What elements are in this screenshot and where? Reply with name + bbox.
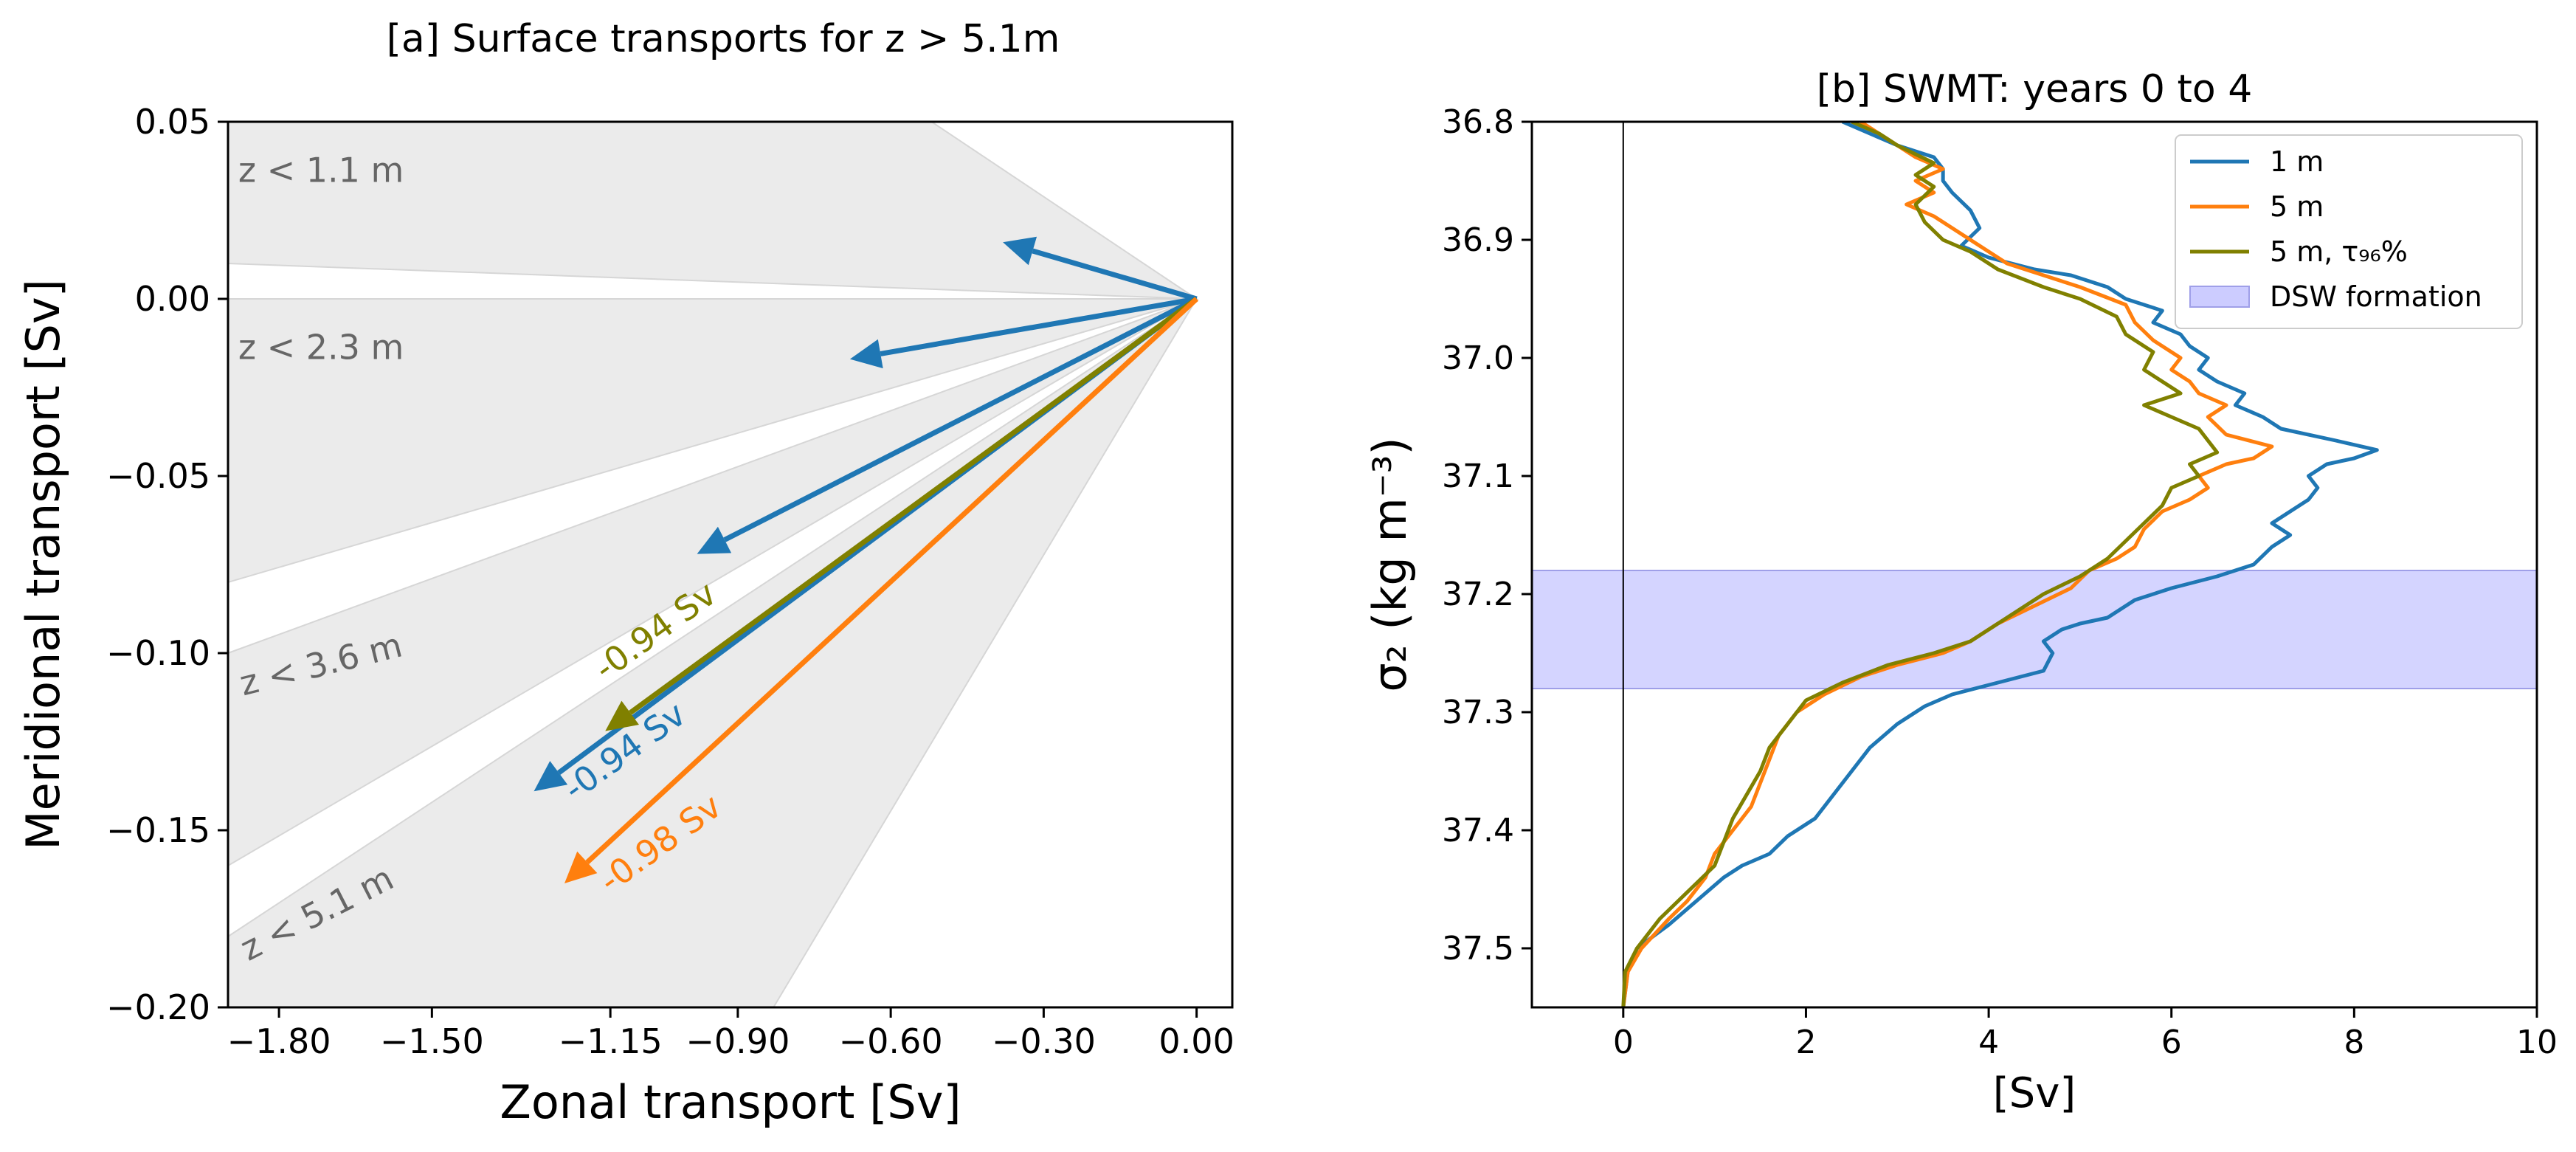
legend-item: 5 m (2190, 190, 2324, 223)
legend-item: DSW formation (2189, 280, 2482, 313)
series-line (1621, 122, 2220, 1007)
y-tick-label: 0.05 (135, 102, 210, 142)
y-tick-label: 36.8 (1442, 103, 1514, 141)
x-tick-label: 4 (1978, 1024, 1999, 1061)
depth-wedge-label: z < 2.3 m (238, 328, 404, 368)
panel-b-x-ticks: 0 2 4 6 8 10 (1613, 1007, 2558, 1061)
y-tick-label: 37.4 (1442, 812, 1514, 849)
arrow-head (1003, 236, 1037, 266)
y-tick-label: 0.00 (135, 279, 210, 319)
depth-wedge-label: z < 1.1 m (238, 151, 404, 190)
panel-b-frame (1530, 120, 2538, 1009)
panel-a-x-axis-label: Zonal transport [Sv] (500, 1075, 961, 1129)
arrow-shaft (1032, 248, 1198, 302)
x-tick-label: 10 (2516, 1024, 2558, 1061)
depth-wedge (228, 122, 1200, 300)
panel-a-y-axis-label: Meridional transport [Sv] (16, 279, 70, 850)
y-tick-label: 37.5 (1442, 930, 1514, 968)
depth-wedge (228, 298, 1197, 584)
x-tick-label: −1.15 (559, 1021, 663, 1061)
panel-a-y-ticks: 0.05 0.00 −0.05 −0.10 −0.15 −0.20 (106, 102, 228, 1027)
panel-b-plot-area (1532, 122, 2537, 1007)
y-tick-label: −0.05 (106, 456, 210, 496)
x-tick-label: −1.80 (227, 1021, 331, 1061)
transport-arrow (1003, 236, 1198, 302)
series-line (1621, 122, 2274, 1007)
panel-a: [a] Surface transports for z > 5.1m -0.9… (16, 17, 1235, 1129)
arrow-head (605, 700, 639, 731)
x-tick-label: 2 (1795, 1024, 1816, 1061)
arrow-shaft (723, 296, 1198, 542)
x-tick-label: −0.30 (992, 1021, 1096, 1061)
panel-b-y-ticks: 36.8 36.9 37.0 37.1 37.2 37.3 37.4 37.5 (1442, 103, 1532, 968)
y-tick-label: 36.9 (1442, 221, 1514, 259)
y-tick-label: 37.1 (1442, 458, 1514, 495)
panel-b: [b] SWMT: years 0 to 4 0 2 4 6 8 10 36.836.93… (1363, 67, 2558, 1117)
transport-arrow (697, 296, 1198, 554)
panel-a-title: [a] Surface transports for z > 5.1m (387, 17, 1060, 61)
y-tick-label: 37.2 (1442, 576, 1514, 613)
panel-a-frame (227, 120, 1234, 1009)
x-tick-label: −1.50 (380, 1021, 484, 1061)
panel-b-title: [b] SWMT: years 0 to 4 (1817, 67, 2253, 111)
depth-wedge (228, 298, 1198, 867)
y-tick-label: −0.10 (106, 633, 210, 673)
x-tick-label: −0.90 (686, 1021, 790, 1061)
legend-label: 1 m (2270, 145, 2324, 178)
transport-arrow (849, 296, 1198, 369)
arrow-shaft (585, 297, 1199, 865)
y-tick-label: −0.15 (106, 810, 210, 850)
legend: 1 m 5 m 5 m, τ₉₆% DSW formation (2175, 134, 2523, 329)
panel-a-x-ticks: −1.80 −1.50 −1.15 −0.90 −0.60 −0.30 0.00 (227, 1007, 1235, 1061)
dsw-formation-band (1532, 570, 2537, 689)
arrow-head (849, 339, 883, 369)
panel-b-x-axis-label: [Sv] (1993, 1069, 2076, 1117)
x-tick-label: 0.00 (1158, 1021, 1234, 1061)
x-tick-label: 0 (1613, 1024, 1634, 1061)
legend-item: 1 m (2190, 145, 2324, 178)
arrow-head (697, 526, 732, 554)
legend-label: DSW formation (2270, 280, 2482, 313)
arrow-head (533, 761, 568, 792)
arrow-head (564, 851, 598, 883)
y-tick-label: 37.0 (1442, 339, 1514, 377)
legend-label: 5 m (2270, 190, 2324, 223)
arrow-shaft (629, 297, 1198, 715)
x-tick-label: 8 (2344, 1024, 2364, 1061)
y-tick-label: −0.20 (106, 987, 210, 1027)
arrow-shaft (880, 296, 1198, 356)
panel-b-y-axis-label: σ₂ (kg m⁻³) (1363, 437, 1417, 691)
legend-label: 5 m, τ₉₆% (2270, 235, 2408, 268)
legend-item: 5 m, τ₉₆% (2190, 235, 2408, 268)
legend-swatch (2189, 286, 2250, 308)
y-tick-label: 37.3 (1442, 694, 1514, 731)
legend-box (2175, 134, 2523, 329)
x-tick-label: −0.60 (839, 1021, 943, 1061)
x-tick-label: 6 (2161, 1024, 2182, 1061)
